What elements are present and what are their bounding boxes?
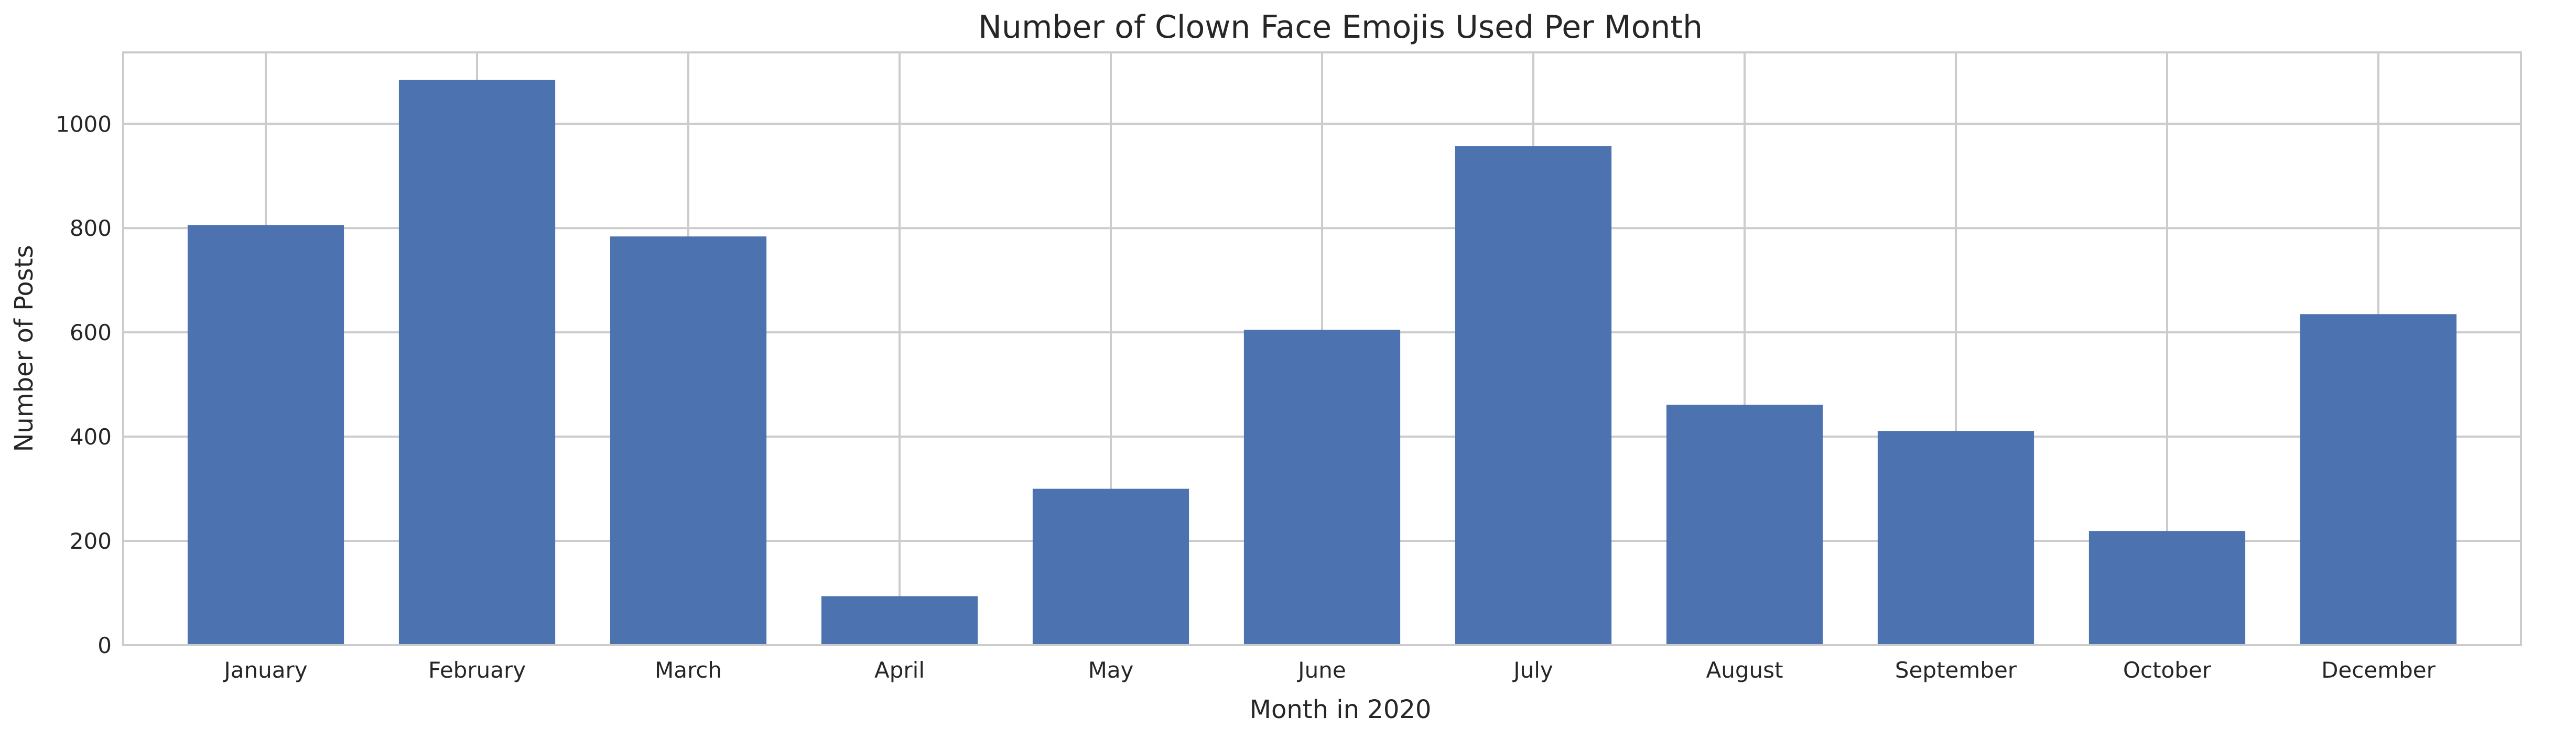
x-tick-label: December xyxy=(2321,657,2436,683)
x-axis-label: Month in 2020 xyxy=(1250,695,1432,724)
bar-october xyxy=(2088,531,2246,645)
bar-february xyxy=(398,80,556,645)
x-tick-label: April xyxy=(874,657,925,683)
x-tick-label: June xyxy=(1296,657,1346,683)
x-tick-label: August xyxy=(1706,657,1783,683)
bar-may xyxy=(1032,488,1189,645)
y-tick-label: 1000 xyxy=(56,111,112,137)
y-tick-label: 800 xyxy=(70,215,112,241)
x-tick-labels: January February March April May June July Augu… xyxy=(222,657,2436,683)
bars-layer xyxy=(187,80,2457,645)
bar-june xyxy=(1243,330,1401,645)
bar-december xyxy=(2300,314,2457,645)
x-tick-label: February xyxy=(428,657,526,683)
x-tick-label: January xyxy=(222,657,307,683)
y-tick-label: 200 xyxy=(70,528,112,554)
plot-frame xyxy=(122,51,2522,646)
y-tick-labels: 0 200 400 600 800 1000 xyxy=(56,111,112,658)
x-tick-label: September xyxy=(1895,657,2017,683)
y-tick-label: 0 xyxy=(98,633,112,658)
bar-september xyxy=(1877,431,2034,645)
y-tick-label: 600 xyxy=(70,320,112,345)
x-tick-label: October xyxy=(2123,657,2212,683)
x-tick-label: July xyxy=(1512,657,1553,683)
bar-july xyxy=(1455,146,1612,645)
y-tick-label: 400 xyxy=(70,424,112,450)
x-tick-label: March xyxy=(655,657,722,683)
y-axis-label: Number of Posts xyxy=(9,245,39,452)
chart-title: Number of Clown Face Emojis Used Per Mon… xyxy=(978,9,1703,46)
bar-march xyxy=(610,236,767,645)
bar-august xyxy=(1666,405,1823,645)
x-tick-label: May xyxy=(1088,657,1134,683)
bar-january xyxy=(187,225,344,645)
bar-april xyxy=(821,596,978,645)
